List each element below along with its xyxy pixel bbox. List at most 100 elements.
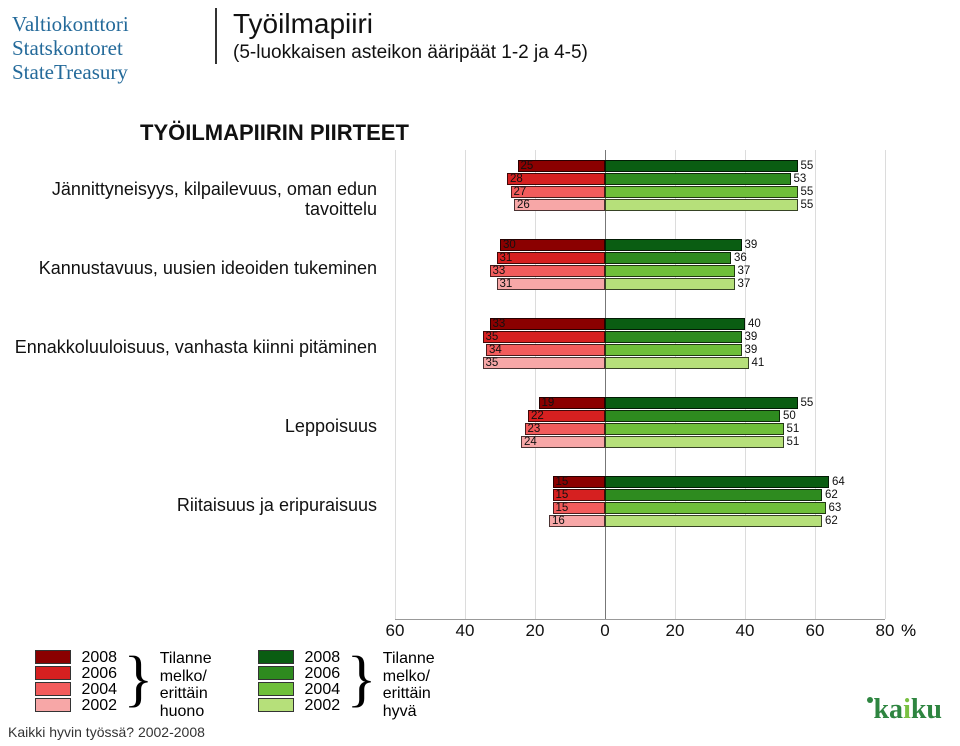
bar-positive xyxy=(605,502,826,514)
bar-value: 16 xyxy=(552,515,565,527)
bar-negative xyxy=(483,331,606,343)
bar-positive xyxy=(605,344,742,356)
bar-positive xyxy=(605,410,780,422)
bar-value: 34 xyxy=(489,344,502,356)
legend-pos-l2: melko/ xyxy=(383,668,435,686)
axis-tick-label: 80 xyxy=(876,621,895,641)
gridline xyxy=(885,150,886,619)
logo-line-2: Statskontoret xyxy=(12,36,129,60)
axis-tick-label: 40 xyxy=(736,621,755,641)
legend-neg-text: Tilanne melko/ erittäin huono xyxy=(160,650,212,720)
axis-tick-label: 20 xyxy=(666,621,685,641)
legend-pos-l3: erittäin xyxy=(383,685,435,703)
bar-value: 51 xyxy=(787,436,800,448)
bar-value: 22 xyxy=(531,410,544,422)
gridline xyxy=(605,150,606,619)
brace-icon: } xyxy=(124,648,154,710)
legend-swatch xyxy=(35,666,71,680)
org-logo: Valtiokonttori Statskontoret StateTreasu… xyxy=(12,12,129,84)
bar-positive xyxy=(605,318,745,330)
legend-swatch xyxy=(258,666,294,680)
bar-value: 26 xyxy=(517,199,530,211)
bar-positive xyxy=(605,160,798,172)
bar-value: 25 xyxy=(521,160,534,172)
legend-years: 2008200620042002 xyxy=(305,650,341,714)
bar-value: 62 xyxy=(825,515,838,527)
bar-value: 33 xyxy=(493,265,506,277)
legend-year: 2006 xyxy=(305,666,341,682)
axis-tick-label: 20 xyxy=(526,621,545,641)
legend-swatch xyxy=(35,650,71,664)
legend-neg-l2: melko/ xyxy=(160,668,212,686)
bar-value: 55 xyxy=(801,186,814,198)
category-label: Jännittyneisyys, kilpailevuus, oman edun… xyxy=(0,179,385,220)
bar-positive xyxy=(605,186,798,198)
bar-positive xyxy=(605,173,791,185)
bar-value: 33 xyxy=(493,318,506,330)
legend-pos-l1: Tilanne xyxy=(383,650,435,668)
legend-year: 2004 xyxy=(81,682,117,698)
bar-value: 37 xyxy=(738,278,751,290)
bar-value: 15 xyxy=(556,502,569,514)
title-block: Työilmapiiri (5-luokkaisen asteikon ääri… xyxy=(215,8,588,64)
page-title: Työilmapiiri xyxy=(233,8,588,40)
bar-value: 64 xyxy=(832,476,845,488)
legend-swatch xyxy=(35,682,71,696)
bar-value: 41 xyxy=(752,357,765,369)
bar-value: 31 xyxy=(500,278,513,290)
plot-area: 604020020406080%255528532755265530393136… xyxy=(395,150,885,620)
bar-value: 55 xyxy=(801,199,814,211)
section-heading: TYÖILMAPIIRIN PIIRTEET xyxy=(140,120,409,146)
divergent-bar-chart: 604020020406080%255528532755265530393136… xyxy=(395,150,885,640)
bar-positive xyxy=(605,436,784,448)
bar-value: 36 xyxy=(734,252,747,264)
bar-positive xyxy=(605,265,735,277)
legend-year: 2006 xyxy=(81,666,117,682)
page-subtitle: (5-luokkaisen asteikon ääripäät 1-2 ja 4… xyxy=(233,42,588,64)
bar-negative xyxy=(486,344,605,356)
bar-value: 15 xyxy=(556,476,569,488)
legend-swatch xyxy=(258,682,294,696)
legend-swatch xyxy=(35,698,71,712)
bar-positive xyxy=(605,476,829,488)
legend-years: 2008200620042002 xyxy=(81,650,117,714)
footer-text: Kaikki hyvin työssä? 2002-2008 xyxy=(8,724,205,740)
legend-year: 2004 xyxy=(305,682,341,698)
bar-value: 39 xyxy=(745,331,758,343)
bar-positive xyxy=(605,397,798,409)
legend-year: 2002 xyxy=(305,698,341,714)
bar-positive xyxy=(605,331,742,343)
bar-value: 39 xyxy=(745,239,758,251)
gridline xyxy=(815,150,816,619)
bar-negative xyxy=(490,318,606,330)
bar-value: 37 xyxy=(738,265,751,277)
bar-value: 50 xyxy=(783,410,796,422)
logo-line-3: StateTreasury xyxy=(12,60,129,84)
bar-positive xyxy=(605,239,742,251)
bar-value: 39 xyxy=(745,344,758,356)
legend-pos-swatches xyxy=(258,650,294,714)
bar-value: 35 xyxy=(486,357,499,369)
bar-positive xyxy=(605,423,784,435)
bar-negative xyxy=(497,252,606,264)
legend-pos-text: Tilanne melko/ erittäin hyvä xyxy=(383,650,435,720)
bar-value: 15 xyxy=(556,489,569,501)
gridline xyxy=(675,150,676,619)
bar-negative xyxy=(497,278,606,290)
bar-value: 51 xyxy=(787,423,800,435)
bar-value: 53 xyxy=(794,173,807,185)
legend-year: 2002 xyxy=(81,698,117,714)
category-label: Leppoisuus xyxy=(0,416,385,437)
legend-swatch xyxy=(258,650,294,664)
bar-value: 30 xyxy=(503,239,516,251)
legend-neg-l4: huono xyxy=(160,703,212,721)
bar-value: 31 xyxy=(500,252,513,264)
bar-positive xyxy=(605,489,822,501)
axis-tick-label: 60 xyxy=(806,621,825,641)
bar-positive xyxy=(605,515,822,527)
category-label: Kannustavuus, uusien ideoiden tukeminen xyxy=(0,258,385,279)
legend-negative: 2008200620042002 } Tilanne melko/ erittä… xyxy=(35,650,212,720)
bar-positive xyxy=(605,252,731,264)
logo-line-1: Valtiokonttori xyxy=(12,12,129,36)
axis-tick-label: 0 xyxy=(600,621,609,641)
